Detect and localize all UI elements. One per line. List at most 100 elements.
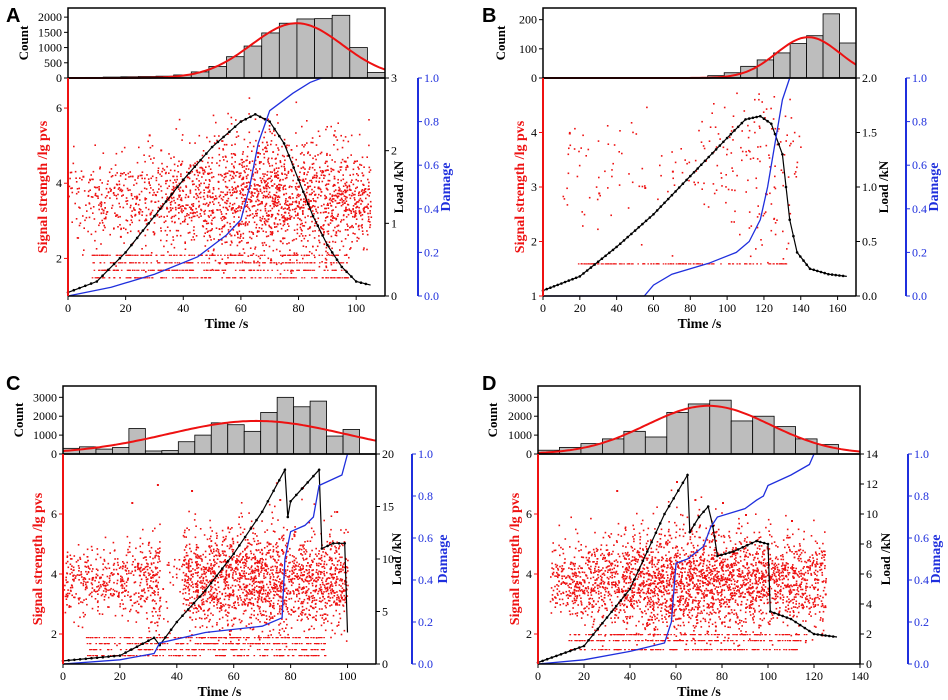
signal-point (329, 535, 331, 538)
signal-point (212, 217, 215, 219)
signal-point (100, 201, 103, 203)
signal-point (237, 559, 240, 562)
signal-point (347, 229, 349, 231)
signal-point (210, 239, 212, 241)
signal-point (748, 129, 751, 132)
signal-point (306, 120, 308, 122)
signal-point (208, 179, 211, 181)
signal-point (202, 169, 204, 172)
signal-point (309, 575, 311, 578)
signal-point (115, 194, 117, 197)
signal-point (291, 193, 294, 195)
signal-point (249, 201, 252, 203)
signal-point (193, 607, 195, 610)
signal-point (222, 552, 224, 554)
signal-point (105, 213, 108, 215)
signal-point (302, 213, 304, 215)
signal-point (240, 566, 242, 569)
signal-point (242, 237, 245, 239)
signal-point (276, 188, 279, 191)
signal-band-point (284, 254, 286, 256)
signal-point (116, 197, 118, 200)
signal-point (336, 195, 339, 198)
signal-point (755, 187, 758, 189)
signal-band-point (209, 277, 211, 279)
signal-point (580, 147, 582, 149)
signal-point (242, 556, 244, 558)
load-marker (273, 127, 276, 131)
signal-band-point (191, 269, 194, 271)
signal-point (322, 171, 324, 174)
signal-point (786, 248, 788, 250)
signal-point (120, 584, 122, 587)
signal-point (234, 560, 237, 562)
signal-point (324, 169, 327, 172)
signal-point (291, 567, 294, 569)
signal-point (342, 193, 344, 195)
signal-point (320, 588, 323, 591)
signal-point (770, 229, 773, 232)
signal-point (264, 564, 266, 566)
signal-band-point (279, 277, 281, 279)
signal-point (143, 568, 146, 570)
signal-point (108, 171, 111, 174)
signal-point (159, 606, 161, 609)
signal-point (347, 584, 349, 587)
signal-point (360, 180, 362, 182)
signal-point (321, 579, 323, 581)
signal-point (337, 182, 339, 184)
signal-point (368, 218, 370, 221)
signal-point (151, 621, 153, 623)
signal-point (315, 599, 318, 601)
signal-point (184, 574, 186, 577)
signal-point (190, 208, 192, 210)
signal-point (233, 171, 235, 174)
signal-point (269, 233, 272, 236)
signal-point (274, 565, 277, 568)
signal-point (230, 619, 233, 622)
signal-point (107, 606, 109, 608)
signal-point (162, 588, 165, 590)
signal-band-point (311, 269, 314, 271)
signal-point (340, 179, 342, 182)
signal-point (186, 176, 189, 179)
signal-point (286, 529, 288, 531)
signal-point (119, 603, 122, 605)
signal-point (200, 568, 203, 571)
load-marker (795, 251, 799, 254)
signal-point (163, 245, 165, 248)
signal-point (226, 615, 229, 617)
signal-point (99, 584, 102, 586)
signal-point (146, 228, 149, 231)
signal-point (292, 163, 295, 165)
signal-point (246, 223, 249, 225)
signal-point (794, 171, 797, 173)
signal-point (144, 160, 146, 163)
signal-point (277, 195, 280, 197)
signal-point (271, 196, 274, 199)
signal-point (231, 203, 234, 206)
signal-point (295, 214, 297, 217)
signal-point (152, 607, 155, 609)
signal-point (335, 547, 337, 549)
signal-band-point (193, 254, 195, 256)
signal-point (713, 103, 715, 105)
signal-point (123, 184, 125, 187)
signal-point (265, 610, 267, 613)
signal-point (83, 577, 85, 579)
signal-point (310, 579, 312, 581)
signal-point (295, 207, 297, 210)
signal-point (215, 554, 217, 557)
signal-point (339, 169, 342, 171)
signal-point (301, 609, 304, 612)
signal-point (262, 244, 264, 247)
signal-point (81, 626, 84, 629)
signal-band-point (225, 277, 228, 279)
signal-point (234, 174, 237, 177)
signal-point (267, 196, 270, 199)
signal-band-point (577, 263, 580, 265)
signal-point (240, 574, 242, 577)
signal-band-point (160, 269, 162, 271)
signal-point (210, 612, 212, 615)
signal-band-point (269, 277, 272, 279)
